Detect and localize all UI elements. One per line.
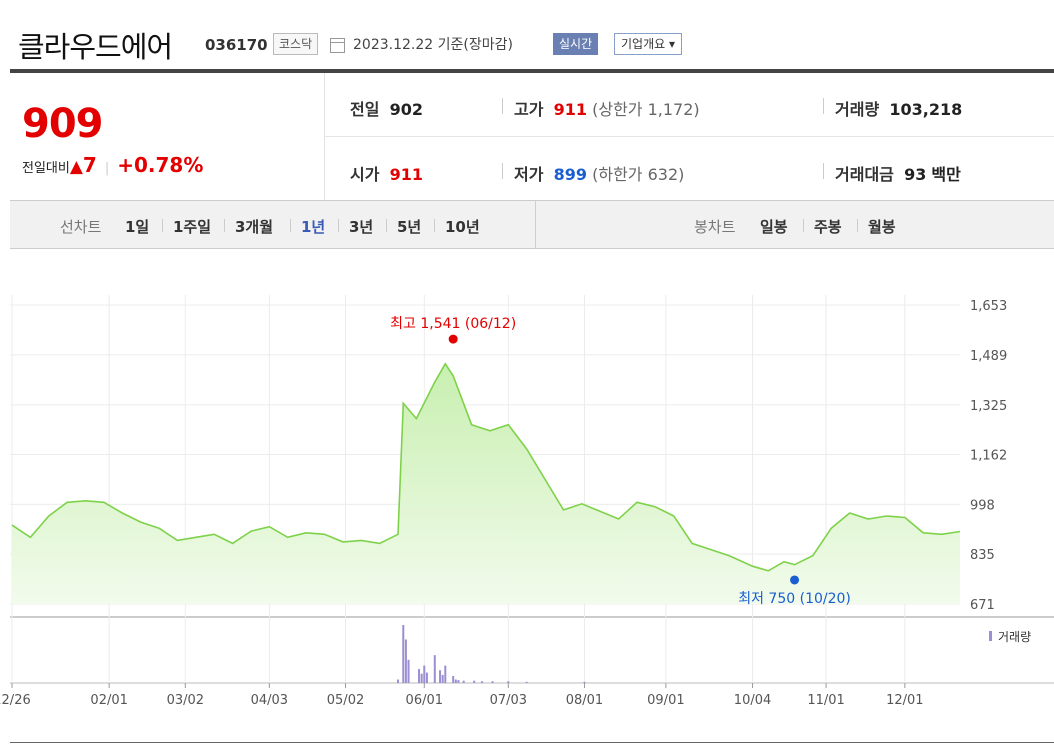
volume-bars	[397, 625, 992, 683]
tab-10y[interactable]: 10년	[445, 218, 480, 236]
max-point	[448, 334, 458, 344]
day-low: 저가 899 (하한가 632)	[514, 165, 685, 184]
min-point	[790, 575, 800, 585]
volume-bar	[454, 679, 457, 683]
volume-bar	[444, 665, 447, 683]
price-area	[11, 362, 961, 604]
volume: 거래량 103,218	[835, 100, 963, 119]
header-divider	[10, 69, 1054, 73]
prev-close: 전일 902	[350, 100, 424, 119]
stock-code: 036170	[205, 36, 268, 54]
x-tick-label: 02/01	[90, 693, 127, 708]
market-badge: 코스닥	[273, 33, 319, 55]
tab-3m[interactable]: 3개월	[235, 218, 274, 236]
company-overview-dropdown[interactable]: 기업개요 ▾	[614, 33, 682, 55]
current-price: 909	[22, 101, 103, 147]
volume-bar	[473, 680, 476, 683]
x-tick-label: 06/01	[406, 693, 443, 708]
bottom-divider	[10, 742, 1054, 743]
volume-bar	[418, 669, 421, 683]
volume-bar	[407, 659, 410, 683]
stock-name: 클라우드에어	[18, 30, 173, 64]
price-line	[11, 362, 961, 572]
y-tick-label: 1,489	[970, 349, 1007, 364]
volume-bar	[402, 625, 405, 683]
volume-bar	[420, 673, 423, 683]
volume-bar	[404, 639, 407, 683]
tab-1d[interactable]: 1일	[125, 218, 150, 236]
line-chart-label: 선차트	[60, 218, 102, 236]
stock-header: 클라우드에어 036170 코스닥 2023.12.22 기준(장마감) 실시간…	[0, 0, 1054, 70]
volume-bar	[525, 681, 528, 683]
realtime-button[interactable]: 실시간	[553, 33, 599, 55]
y-tick-label: 671	[970, 598, 995, 613]
volume-bar	[452, 676, 455, 683]
quote-summary: 909 전일대비▲7 | +0.78% 전일 902 고가 911 (상한가 1,1…	[10, 73, 1054, 201]
x-tick-label: 03/02	[167, 693, 204, 708]
min-annotation: 최저 750 (10/20)	[738, 591, 851, 607]
open-price: 시가 911	[350, 165, 424, 184]
x-tick-label: 05/02	[327, 693, 364, 708]
x-tick-label: 10/04	[734, 693, 771, 708]
y-tick-label: 1,325	[970, 399, 1007, 414]
volume-bar	[397, 679, 400, 683]
calendar-icon	[330, 38, 345, 53]
price-change: 전일대비▲7 | +0.78%	[22, 153, 204, 177]
candle-chart-label: 봉차트	[694, 218, 736, 236]
y-tick-label: 1,162	[970, 449, 1007, 464]
volume-legend-swatch	[989, 631, 992, 641]
volume-legend: 거래량	[998, 630, 1031, 644]
volume-bar	[439, 670, 442, 683]
x-tick-label: 09/01	[647, 693, 684, 708]
y-tick-label: 835	[970, 548, 995, 563]
day-high: 고가 911 (상한가 1,172)	[514, 100, 700, 119]
x-tick-label: 07/03	[490, 693, 527, 708]
quote-date: 2023.12.22 기준(장마감)	[353, 34, 513, 54]
tab-daily[interactable]: 일봉	[760, 218, 788, 236]
max-annotation: 최고 1,541 (06/12)	[390, 316, 516, 332]
current-price-panel: 909 전일대비▲7 | +0.78%	[10, 73, 325, 200]
x-tick-label: 11/01	[807, 693, 844, 708]
x-tick-label: 12/26	[0, 693, 31, 708]
volume-bar	[441, 674, 444, 683]
up-triangle-icon: ▲	[69, 157, 83, 177]
price-area-fill	[12, 363, 960, 604]
tab-1w[interactable]: 1주일	[173, 218, 212, 236]
volume-bar	[481, 681, 484, 683]
tab-weekly[interactable]: 주봉	[814, 218, 842, 236]
change-label: 전일대비	[22, 161, 70, 176]
chart-marks	[448, 334, 800, 585]
y-tick-label: 1,653	[970, 299, 1007, 314]
change-amount: 7	[82, 153, 97, 177]
volume-bar	[457, 680, 460, 683]
chart-tabs: 선차트 1일 1주일 3개월 1년 3년 5년 10년 봉차트 일봉 주봉 월봉	[10, 201, 1054, 249]
date-note: 기준(장마감)	[437, 37, 513, 53]
volume-bar	[425, 672, 428, 683]
change-percent: +0.78%	[117, 153, 204, 177]
trade-value: 거래대금 93 백만	[835, 165, 961, 184]
x-tick-label: 08/01	[566, 693, 603, 708]
volume-bar	[423, 665, 426, 683]
volume-bar	[491, 681, 494, 683]
tab-1y[interactable]: 1년	[301, 218, 326, 236]
volume-bar	[583, 681, 586, 683]
y-axis-labels: 1,653 1,489 1,325 1,162 998 835 671	[970, 299, 1007, 613]
tab-3y[interactable]: 3년	[349, 218, 374, 236]
tab-5y[interactable]: 5년	[397, 218, 422, 236]
volume-bar	[433, 655, 436, 683]
volume-bar	[462, 680, 465, 683]
tab-monthly[interactable]: 월봉	[868, 218, 896, 236]
date-value: 2023.12.22	[353, 37, 434, 53]
x-axis-labels: 12/26 02/01 03/02 04/03 05/02 06/01 07/03 08/01…	[0, 693, 924, 708]
x-tick-label: 12/01	[886, 693, 923, 708]
y-tick-label: 998	[970, 498, 995, 513]
volume-bar	[507, 681, 510, 683]
x-tick-label: 04/03	[251, 693, 288, 708]
